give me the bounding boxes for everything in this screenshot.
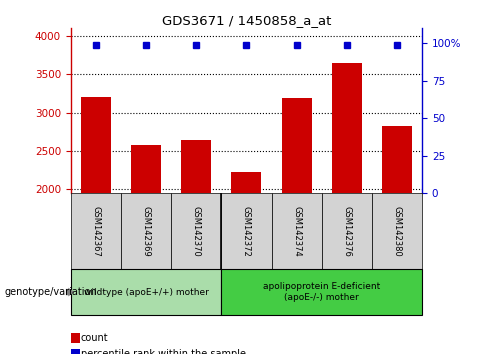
Text: GSM142372: GSM142372 [242, 206, 251, 256]
Text: count: count [81, 333, 108, 343]
Title: GDS3671 / 1450858_a_at: GDS3671 / 1450858_a_at [162, 14, 331, 27]
Bar [332, 63, 362, 342]
Bar [131, 145, 161, 342]
Text: GSM142380: GSM142380 [392, 206, 402, 256]
FancyBboxPatch shape [71, 193, 121, 269]
Text: GSM142370: GSM142370 [192, 206, 201, 256]
Text: apolipoprotein E-deficient
(apoE-/-) mother: apolipoprotein E-deficient (apoE-/-) mot… [263, 282, 380, 302]
FancyBboxPatch shape [271, 193, 322, 269]
Text: genotype/variation: genotype/variation [5, 287, 98, 297]
FancyBboxPatch shape [222, 193, 271, 269]
Text: GSM142369: GSM142369 [142, 206, 151, 256]
Bar [181, 140, 211, 342]
FancyBboxPatch shape [372, 193, 422, 269]
FancyBboxPatch shape [322, 193, 372, 269]
FancyBboxPatch shape [71, 269, 222, 315]
Text: GSM142374: GSM142374 [292, 206, 301, 256]
FancyBboxPatch shape [171, 193, 222, 269]
Bar [282, 98, 312, 342]
Bar [231, 172, 262, 342]
FancyBboxPatch shape [121, 193, 171, 269]
Text: GSM142367: GSM142367 [91, 206, 101, 256]
Bar [81, 97, 111, 342]
Text: percentile rank within the sample: percentile rank within the sample [81, 349, 245, 354]
Text: wildtype (apoE+/+) mother: wildtype (apoE+/+) mother [83, 287, 208, 297]
FancyBboxPatch shape [222, 269, 422, 315]
Bar [382, 126, 412, 342]
Text: GSM142376: GSM142376 [342, 206, 351, 256]
